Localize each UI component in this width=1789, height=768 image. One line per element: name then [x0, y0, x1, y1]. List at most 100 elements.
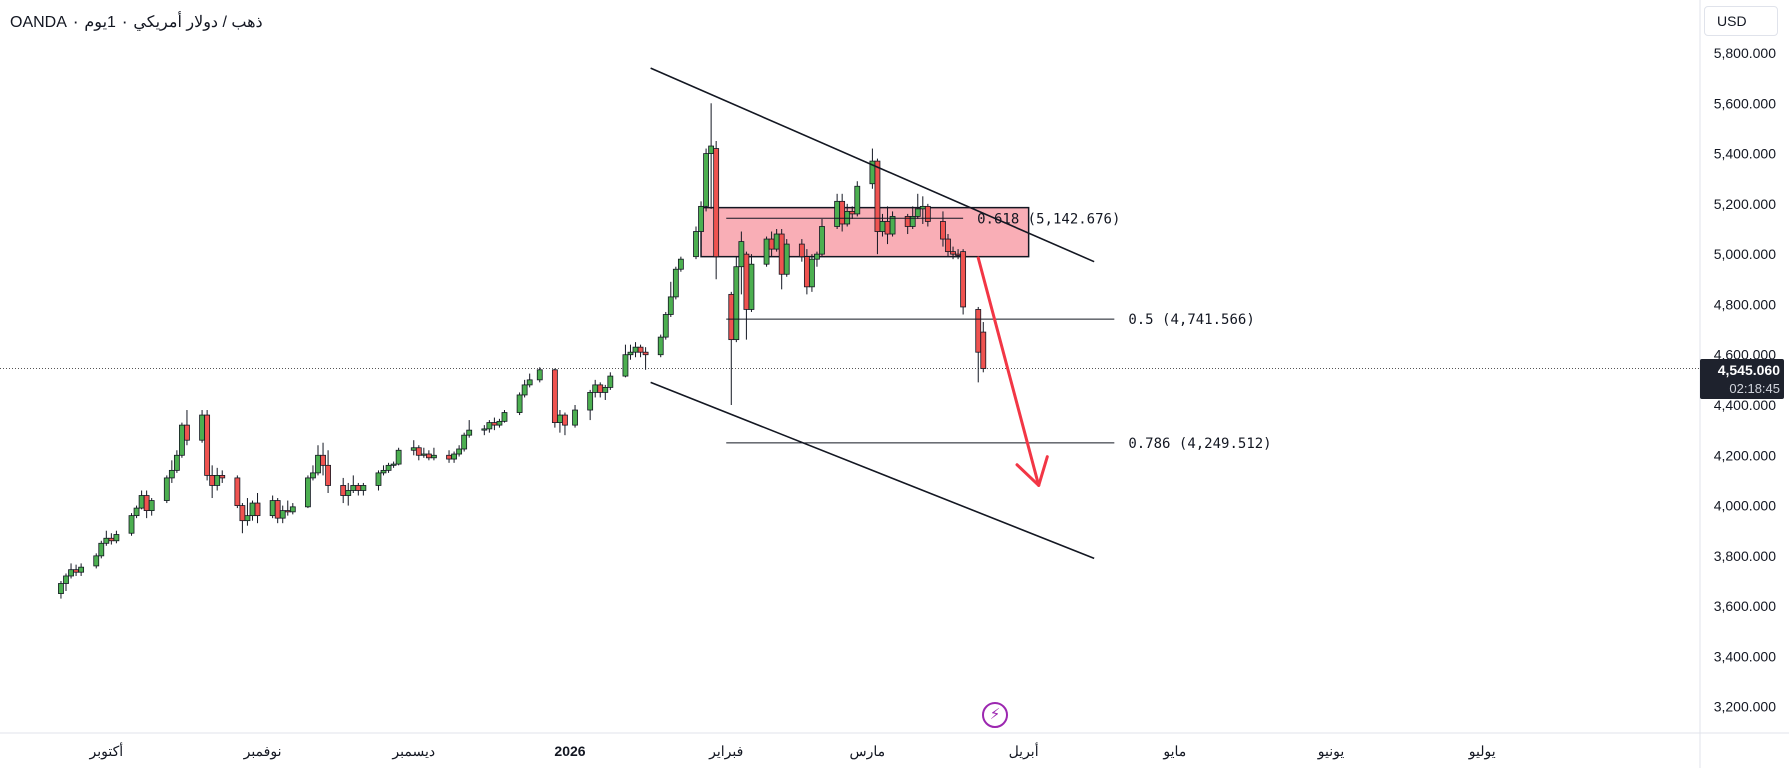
candle [310, 465, 316, 481]
candle-body [415, 447, 422, 456]
candle-body [289, 506, 296, 513]
candle-body [350, 485, 357, 491]
candle [390, 461, 397, 468]
candle [163, 475, 170, 504]
price-axis-tick-label: 3,600.000 [1714, 598, 1776, 614]
candle [551, 368, 558, 428]
candle [713, 141, 720, 280]
candle-body [68, 569, 74, 577]
fibonacci-level-label: 0.618 (5,142.676) [977, 211, 1120, 227]
candle-body [380, 469, 387, 474]
price-axis-tick-label: 5,400.000 [1714, 146, 1776, 162]
candle-body [622, 354, 629, 377]
fibonacci-level-label: 0.786 (4,249.512) [1128, 436, 1271, 452]
candle [385, 462, 392, 473]
price-axis-tick-label: 3,200.000 [1714, 699, 1776, 715]
lightning-icon[interactable]: ⚡︎ [982, 702, 1008, 728]
candle-body [446, 454, 452, 460]
candle [496, 418, 503, 428]
price-axis-tick-label: 5,600.000 [1714, 95, 1776, 111]
candle-body [113, 534, 120, 542]
forecast-arrow-head[interactable] [1015, 455, 1049, 487]
candle-body [58, 583, 64, 594]
candle-body [93, 555, 100, 567]
candle-body [395, 449, 402, 465]
candle [874, 158, 881, 255]
candle-body [244, 515, 251, 522]
candle-body [254, 502, 261, 517]
forecast-arrow-shaft[interactable] [976, 256, 1041, 487]
candle [289, 503, 296, 515]
candle-body [345, 490, 352, 496]
candle-body [849, 211, 856, 215]
candle-body [128, 515, 135, 534]
candle [950, 246, 956, 260]
candle [420, 447, 427, 458]
candle [662, 311, 669, 340]
candle-body [249, 502, 256, 517]
candle-body [98, 542, 105, 557]
candle-body [425, 453, 432, 459]
candle-body [355, 485, 362, 491]
candle [78, 563, 85, 576]
candle [743, 251, 750, 340]
time-axis-tick-label: مارس [850, 743, 886, 760]
candle [592, 379, 599, 398]
candle-body [239, 505, 246, 522]
channel-upper-trendline[interactable] [650, 67, 1095, 263]
price-axis-tick-label: 4,200.000 [1714, 447, 1776, 463]
candle-body [320, 454, 326, 466]
candle-body [375, 472, 382, 486]
candle-body [557, 414, 563, 424]
candle [315, 445, 321, 476]
candle-body [839, 200, 846, 225]
candle-body [516, 394, 523, 413]
resistance-zone-rectangle[interactable] [700, 206, 1030, 258]
currency-selector-button[interactable]: USD [1704, 6, 1778, 36]
candle [597, 382, 604, 398]
candle [143, 490, 150, 519]
price-axis-tick-label: 3,800.000 [1714, 548, 1776, 564]
candle-body [385, 464, 392, 471]
candle [819, 218, 825, 257]
candle-body [783, 243, 790, 275]
candle-body [279, 510, 286, 519]
candle-body [269, 500, 276, 517]
candle-body [163, 477, 170, 501]
candle-body [315, 454, 321, 474]
candle [703, 148, 709, 212]
candle [184, 410, 190, 446]
candle-body [562, 414, 568, 426]
candle-body [572, 409, 578, 426]
candle [68, 563, 74, 579]
candle [148, 498, 155, 516]
candle [637, 344, 644, 358]
time-axis-tick-label: 2026 [554, 743, 585, 759]
candle-body [960, 251, 967, 308]
candle [672, 266, 679, 300]
price-axis-tick-label: 4,800.000 [1714, 296, 1776, 312]
candle [431, 447, 437, 461]
candle-body [496, 420, 503, 426]
candle-body [632, 346, 639, 353]
candle [345, 482, 352, 506]
candle-body [410, 447, 417, 451]
candle-body [768, 238, 775, 250]
candle-body [209, 475, 216, 486]
candle [451, 451, 457, 463]
candle-body [103, 537, 110, 544]
candle [425, 450, 432, 461]
candle [58, 581, 64, 599]
current-price-badge: 4,545.060 02:18:45 [1700, 359, 1784, 399]
candle-body [360, 485, 367, 491]
channel-lower-trendline[interactable] [650, 381, 1095, 560]
candle-body [677, 258, 684, 270]
candle [914, 193, 921, 219]
candle [667, 281, 674, 318]
candle-body [854, 185, 861, 215]
candle-body [909, 216, 916, 227]
candle-body [814, 253, 820, 260]
candle [481, 425, 488, 436]
time-axis-tick-label: أكتوبر [88, 741, 123, 760]
